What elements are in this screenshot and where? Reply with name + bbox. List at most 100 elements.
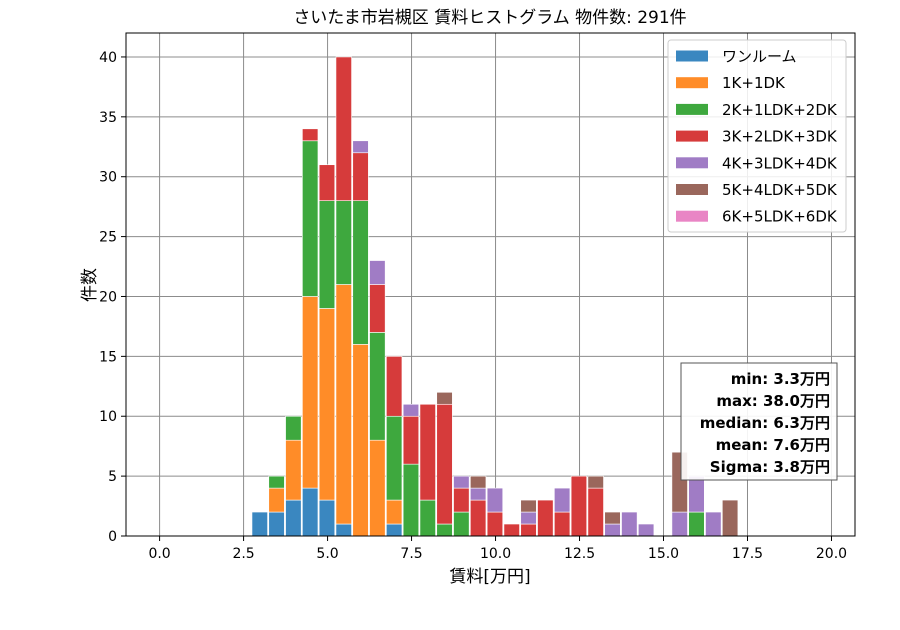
bar-segment-series-5 bbox=[604, 511, 621, 525]
bar-segment-series-0 bbox=[302, 487, 319, 537]
bar-segment-series-3 bbox=[369, 284, 386, 333]
legend-swatch-3 bbox=[676, 130, 708, 142]
bar-segment-series-3 bbox=[402, 415, 420, 465]
y-tick-label: 35 bbox=[99, 110, 117, 126]
bar-segment-series-3 bbox=[587, 487, 604, 537]
bar-segment-series-2 bbox=[302, 140, 319, 297]
bar-segment-series-3 bbox=[537, 499, 554, 537]
x-axis-label: 賃料[万円] bbox=[449, 567, 530, 587]
stat-mean: mean: 7.6万円 bbox=[716, 436, 830, 454]
legend-swatch-0 bbox=[676, 50, 708, 62]
bar-segment-series-2 bbox=[386, 415, 403, 501]
legend-label-2: 2K+1LDK+2DK bbox=[722, 101, 838, 119]
bar-segment-series-1 bbox=[352, 344, 369, 537]
legend-label-0: ワンルーム bbox=[722, 48, 797, 66]
stat-min: min: 3.3万円 bbox=[731, 370, 830, 388]
bar-segment-series-1 bbox=[268, 487, 285, 513]
bar-segment-series-0 bbox=[335, 523, 352, 537]
bar-segment-series-3 bbox=[453, 487, 470, 513]
legend-label-4: 4K+3LDK+4DK bbox=[722, 154, 838, 172]
legend-swatch-1 bbox=[676, 77, 708, 89]
bar-segment-series-2 bbox=[402, 463, 420, 537]
bar-segment-series-1 bbox=[302, 296, 319, 489]
x-tick-label: 20.0 bbox=[816, 546, 847, 562]
stat-max: max: 38.0万円 bbox=[716, 392, 830, 410]
bar-segment-series-5 bbox=[470, 475, 487, 489]
legend-swatch-5 bbox=[676, 184, 708, 195]
bar-segment-series-4 bbox=[486, 487, 504, 513]
bar-segment-series-4 bbox=[402, 403, 420, 417]
x-tick-label: 2.5 bbox=[232, 546, 254, 562]
bar-segment-series-2 bbox=[453, 511, 470, 537]
y-tick-label: 10 bbox=[99, 409, 117, 425]
bar-segment-series-3 bbox=[520, 523, 537, 537]
y-tick-label: 0 bbox=[108, 529, 117, 545]
legend-label-6: 6K+5LDK+6DK bbox=[722, 208, 838, 226]
bar-segment-series-4 bbox=[352, 140, 369, 154]
bar-segment-series-4 bbox=[688, 475, 705, 513]
legend-swatch-6 bbox=[676, 210, 708, 222]
bar-segment-series-4 bbox=[554, 487, 571, 513]
bar-segment-series-2 bbox=[335, 200, 352, 285]
bar-segment-series-2 bbox=[318, 200, 336, 309]
bar-segment-series-4 bbox=[604, 523, 621, 537]
bar-segment-series-3 bbox=[352, 152, 369, 201]
bar-segment-series-3 bbox=[318, 164, 336, 201]
bar-segment-series-2 bbox=[436, 523, 453, 537]
y-axis-ticks: 0 5 10 15 20 25 30 35 40 bbox=[99, 50, 126, 545]
bar-segment-series-0 bbox=[268, 511, 285, 537]
stat-median: median: 6.3万円 bbox=[700, 414, 830, 432]
bar-segment-series-3 bbox=[470, 499, 487, 537]
x-tick-label: 10.0 bbox=[480, 546, 511, 562]
stat-sigma: Sigma: 3.8万円 bbox=[710, 458, 830, 476]
y-tick-label: 20 bbox=[99, 289, 117, 305]
bar-segment-series-4 bbox=[470, 487, 487, 501]
legend-swatch-2 bbox=[676, 103, 708, 115]
legend-label-3: 3K+2LDK+3DK bbox=[722, 128, 838, 146]
plot-frame bbox=[125, 32, 856, 537]
bar-segment-series-1 bbox=[386, 499, 403, 525]
y-tick-label: 15 bbox=[99, 349, 117, 365]
bar-segment-series-4 bbox=[671, 511, 688, 537]
legend-label-1: 1K+1DK bbox=[722, 74, 786, 92]
x-axis-ticks: 0.0 2.5 5.0 7.5 10.0 12.5 15.0 17.5 20.0 bbox=[148, 536, 847, 562]
bar-segment-series-0 bbox=[318, 499, 336, 537]
stats-box: min: 3.3万円 max: 38.0万円 median: 6.3万円 mea… bbox=[680, 362, 838, 481]
x-tick-label: 5.0 bbox=[316, 546, 338, 562]
bar-segment-series-1 bbox=[285, 439, 302, 501]
legend-box bbox=[667, 39, 847, 233]
bar-segment-series-3 bbox=[302, 128, 319, 142]
bar-segment-series-4 bbox=[705, 511, 722, 537]
bar-segment-series-1 bbox=[335, 284, 352, 525]
bar-segment-series-1 bbox=[318, 308, 336, 501]
y-tick-label: 25 bbox=[99, 230, 117, 246]
bar-segment-series-2 bbox=[268, 475, 285, 489]
bar-segment-series-5 bbox=[587, 475, 604, 489]
x-tick-label: 15.0 bbox=[648, 546, 679, 562]
bar-segment-series-2 bbox=[352, 200, 369, 345]
bar-segment-series-3 bbox=[419, 403, 436, 501]
stats-box-frame bbox=[680, 362, 838, 481]
bar-segment-series-4 bbox=[638, 523, 655, 537]
y-tick-label: 5 bbox=[108, 469, 117, 485]
legend-swatch-4 bbox=[676, 157, 708, 169]
y-tick-label: 30 bbox=[99, 170, 117, 186]
x-tick-label: 7.5 bbox=[400, 546, 422, 562]
bar-segment-series-0 bbox=[285, 499, 302, 537]
x-tick-label: 12.5 bbox=[564, 546, 595, 562]
x-tick-label: 0.0 bbox=[148, 546, 170, 562]
y-axis-label: 件数 bbox=[80, 268, 100, 302]
bar-segment-series-1 bbox=[369, 439, 386, 537]
x-tick-label: 17.5 bbox=[732, 546, 763, 562]
bar-segment-series-4 bbox=[369, 260, 386, 285]
bar-segment-series-3 bbox=[554, 511, 571, 537]
bar-segment-series-3 bbox=[486, 511, 504, 537]
bar-segment-series-2 bbox=[419, 499, 436, 537]
bar-segment-series-2 bbox=[285, 415, 302, 441]
bar-segment-series-0 bbox=[386, 523, 403, 537]
bar-segment-series-4 bbox=[520, 511, 537, 525]
bar-segment-series-2 bbox=[688, 511, 705, 537]
bar-segment-series-5 bbox=[436, 391, 453, 405]
y-tick-label: 40 bbox=[99, 50, 117, 66]
